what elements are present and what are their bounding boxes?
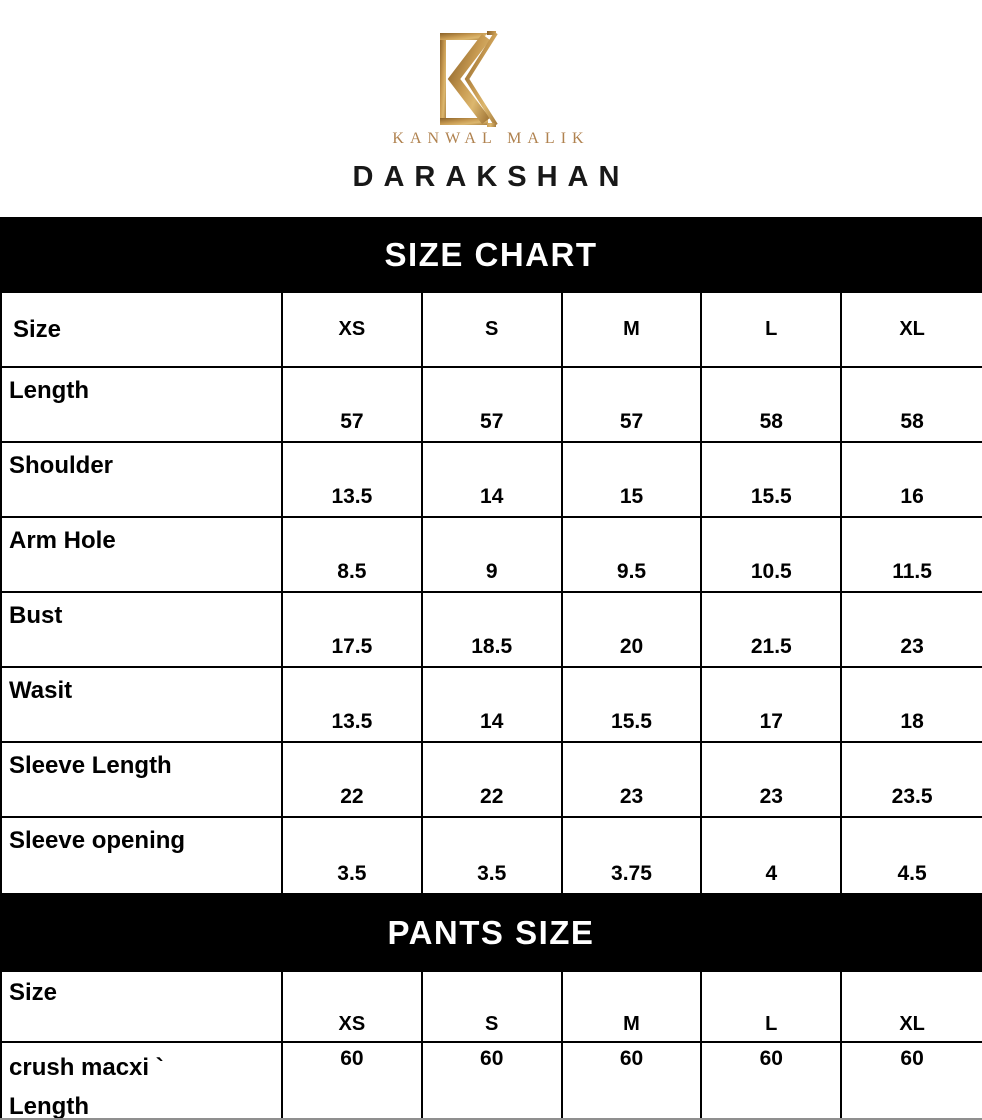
row-label: Shoulder (2, 443, 283, 516)
cell-value: 23 (900, 635, 924, 658)
column-header-l: L (702, 972, 843, 1041)
cell-value: 13.5 (283, 443, 423, 516)
brand-header: KANWAL MALIK DARAKSHAN (0, 0, 982, 217)
cell-value: 15.5 (563, 668, 703, 741)
row-label-line2: Length (9, 1093, 89, 1120)
cell-value: 14 (423, 668, 563, 741)
cell-value: 57 (283, 368, 423, 441)
column-header-xl: XL (899, 318, 925, 340)
pants-size-title: PANTS SIZE (387, 913, 595, 951)
row-label: Length (2, 368, 283, 441)
row-label: Sleeve opening (2, 818, 283, 893)
table-row-wasit: Wasit 13.5 14 15.5 17 18 (2, 668, 982, 743)
pants-size-table: Size XS S M L XL crush macxi ` Length 60… (0, 972, 982, 1120)
row-label: Sleeve Length (2, 743, 283, 816)
table-header-row: Size XS S M L XL (2, 293, 982, 368)
cell-value: 21.5 (702, 593, 843, 666)
cell-value: 17 (702, 668, 843, 741)
row-label: Bust (2, 593, 283, 666)
cell-value: 3.5 (283, 818, 423, 893)
cell-value: 9.5 (563, 518, 703, 591)
cell-value: 3.75 (563, 818, 703, 893)
cell-value: 8.5 (283, 518, 423, 591)
column-header-xl: XL (899, 1013, 925, 1035)
cell-value: 58 (900, 410, 924, 433)
brand-name: KANWAL MALIK (392, 130, 590, 147)
cell-value: 3.5 (423, 818, 563, 893)
column-header-m: M (563, 293, 703, 366)
size-chart-title: SIZE CHART (384, 236, 598, 273)
column-header-m: M (563, 972, 703, 1041)
row-label: Wasit (2, 668, 283, 741)
cell-value: 57 (563, 368, 703, 441)
cell-value: 4.5 (897, 862, 927, 885)
brand-logo (0, 0, 982, 128)
cell-value: 60 (283, 1043, 423, 1120)
table-row-crush-maxi-length: crush macxi ` Length 60 60 60 60 60 (2, 1043, 982, 1120)
column-header-l: L (702, 293, 843, 366)
cell-value: 18.5 (423, 593, 563, 666)
table-row-bust: Bust 17.5 18.5 20 21.5 23 (2, 593, 982, 668)
cell-value: 17.5 (283, 593, 423, 666)
cell-value: 13.5 (283, 668, 423, 741)
table-row-arm-hole: Arm Hole 8.5 9 9.5 10.5 11.5 (2, 518, 982, 593)
cell-value: 16 (900, 485, 924, 508)
column-header-s: S (423, 972, 563, 1041)
cell-value: 60 (702, 1043, 843, 1120)
cell-value: 9 (423, 518, 563, 591)
cell-value: 4 (702, 818, 843, 893)
column-header-s: S (423, 293, 563, 366)
cell-value: 14 (423, 443, 563, 516)
km-monogram-icon (440, 31, 498, 127)
pants-size-title-bar: PANTS SIZE (0, 893, 982, 972)
cell-value: 22 (283, 743, 423, 816)
table-row-shoulder: Shoulder 13.5 14 15 15.5 16 (2, 443, 982, 518)
row-label: Arm Hole (2, 518, 283, 591)
table-row-sleeve-length: Sleeve Length 22 22 23 23 23.5 (2, 743, 982, 818)
cell-value: 60 (423, 1043, 563, 1120)
cell-value: 23.5 (891, 785, 933, 808)
row-label-line1: crush macxi ` (9, 1054, 164, 1081)
cell-value: 22 (423, 743, 563, 816)
table-row-length: Length 57 57 57 58 58 (2, 368, 982, 443)
cell-value: 20 (563, 593, 703, 666)
table-row-sleeve-opening: Sleeve opening 3.5 3.5 3.75 4 4.5 (2, 818, 982, 893)
row-label: crush macxi ` Length (2, 1043, 283, 1120)
pants-header-row: Size XS S M L XL (2, 972, 982, 1043)
cell-value: 60 (900, 1047, 924, 1070)
cell-value: 15.5 (702, 443, 843, 516)
cell-value: 10.5 (702, 518, 843, 591)
cell-value: 58 (702, 368, 843, 441)
cell-value: 23 (702, 743, 843, 816)
size-row-label: Size (2, 972, 283, 1041)
cell-value: 23 (563, 743, 703, 816)
column-header-xs: XS (283, 293, 423, 366)
cell-value: 60 (563, 1043, 703, 1120)
size-chart-title-bar: SIZE CHART (0, 217, 982, 293)
size-chart-table: Size XS S M L XL Length 57 57 57 58 58 S… (0, 293, 982, 893)
size-row-label: Size (2, 293, 283, 366)
cell-value: 57 (423, 368, 563, 441)
column-header-xs: XS (283, 972, 423, 1041)
product-name: DARAKSHAN (352, 161, 630, 193)
cell-value: 18 (900, 710, 924, 733)
cell-value: 15 (563, 443, 703, 516)
cell-value: 11.5 (892, 560, 932, 583)
